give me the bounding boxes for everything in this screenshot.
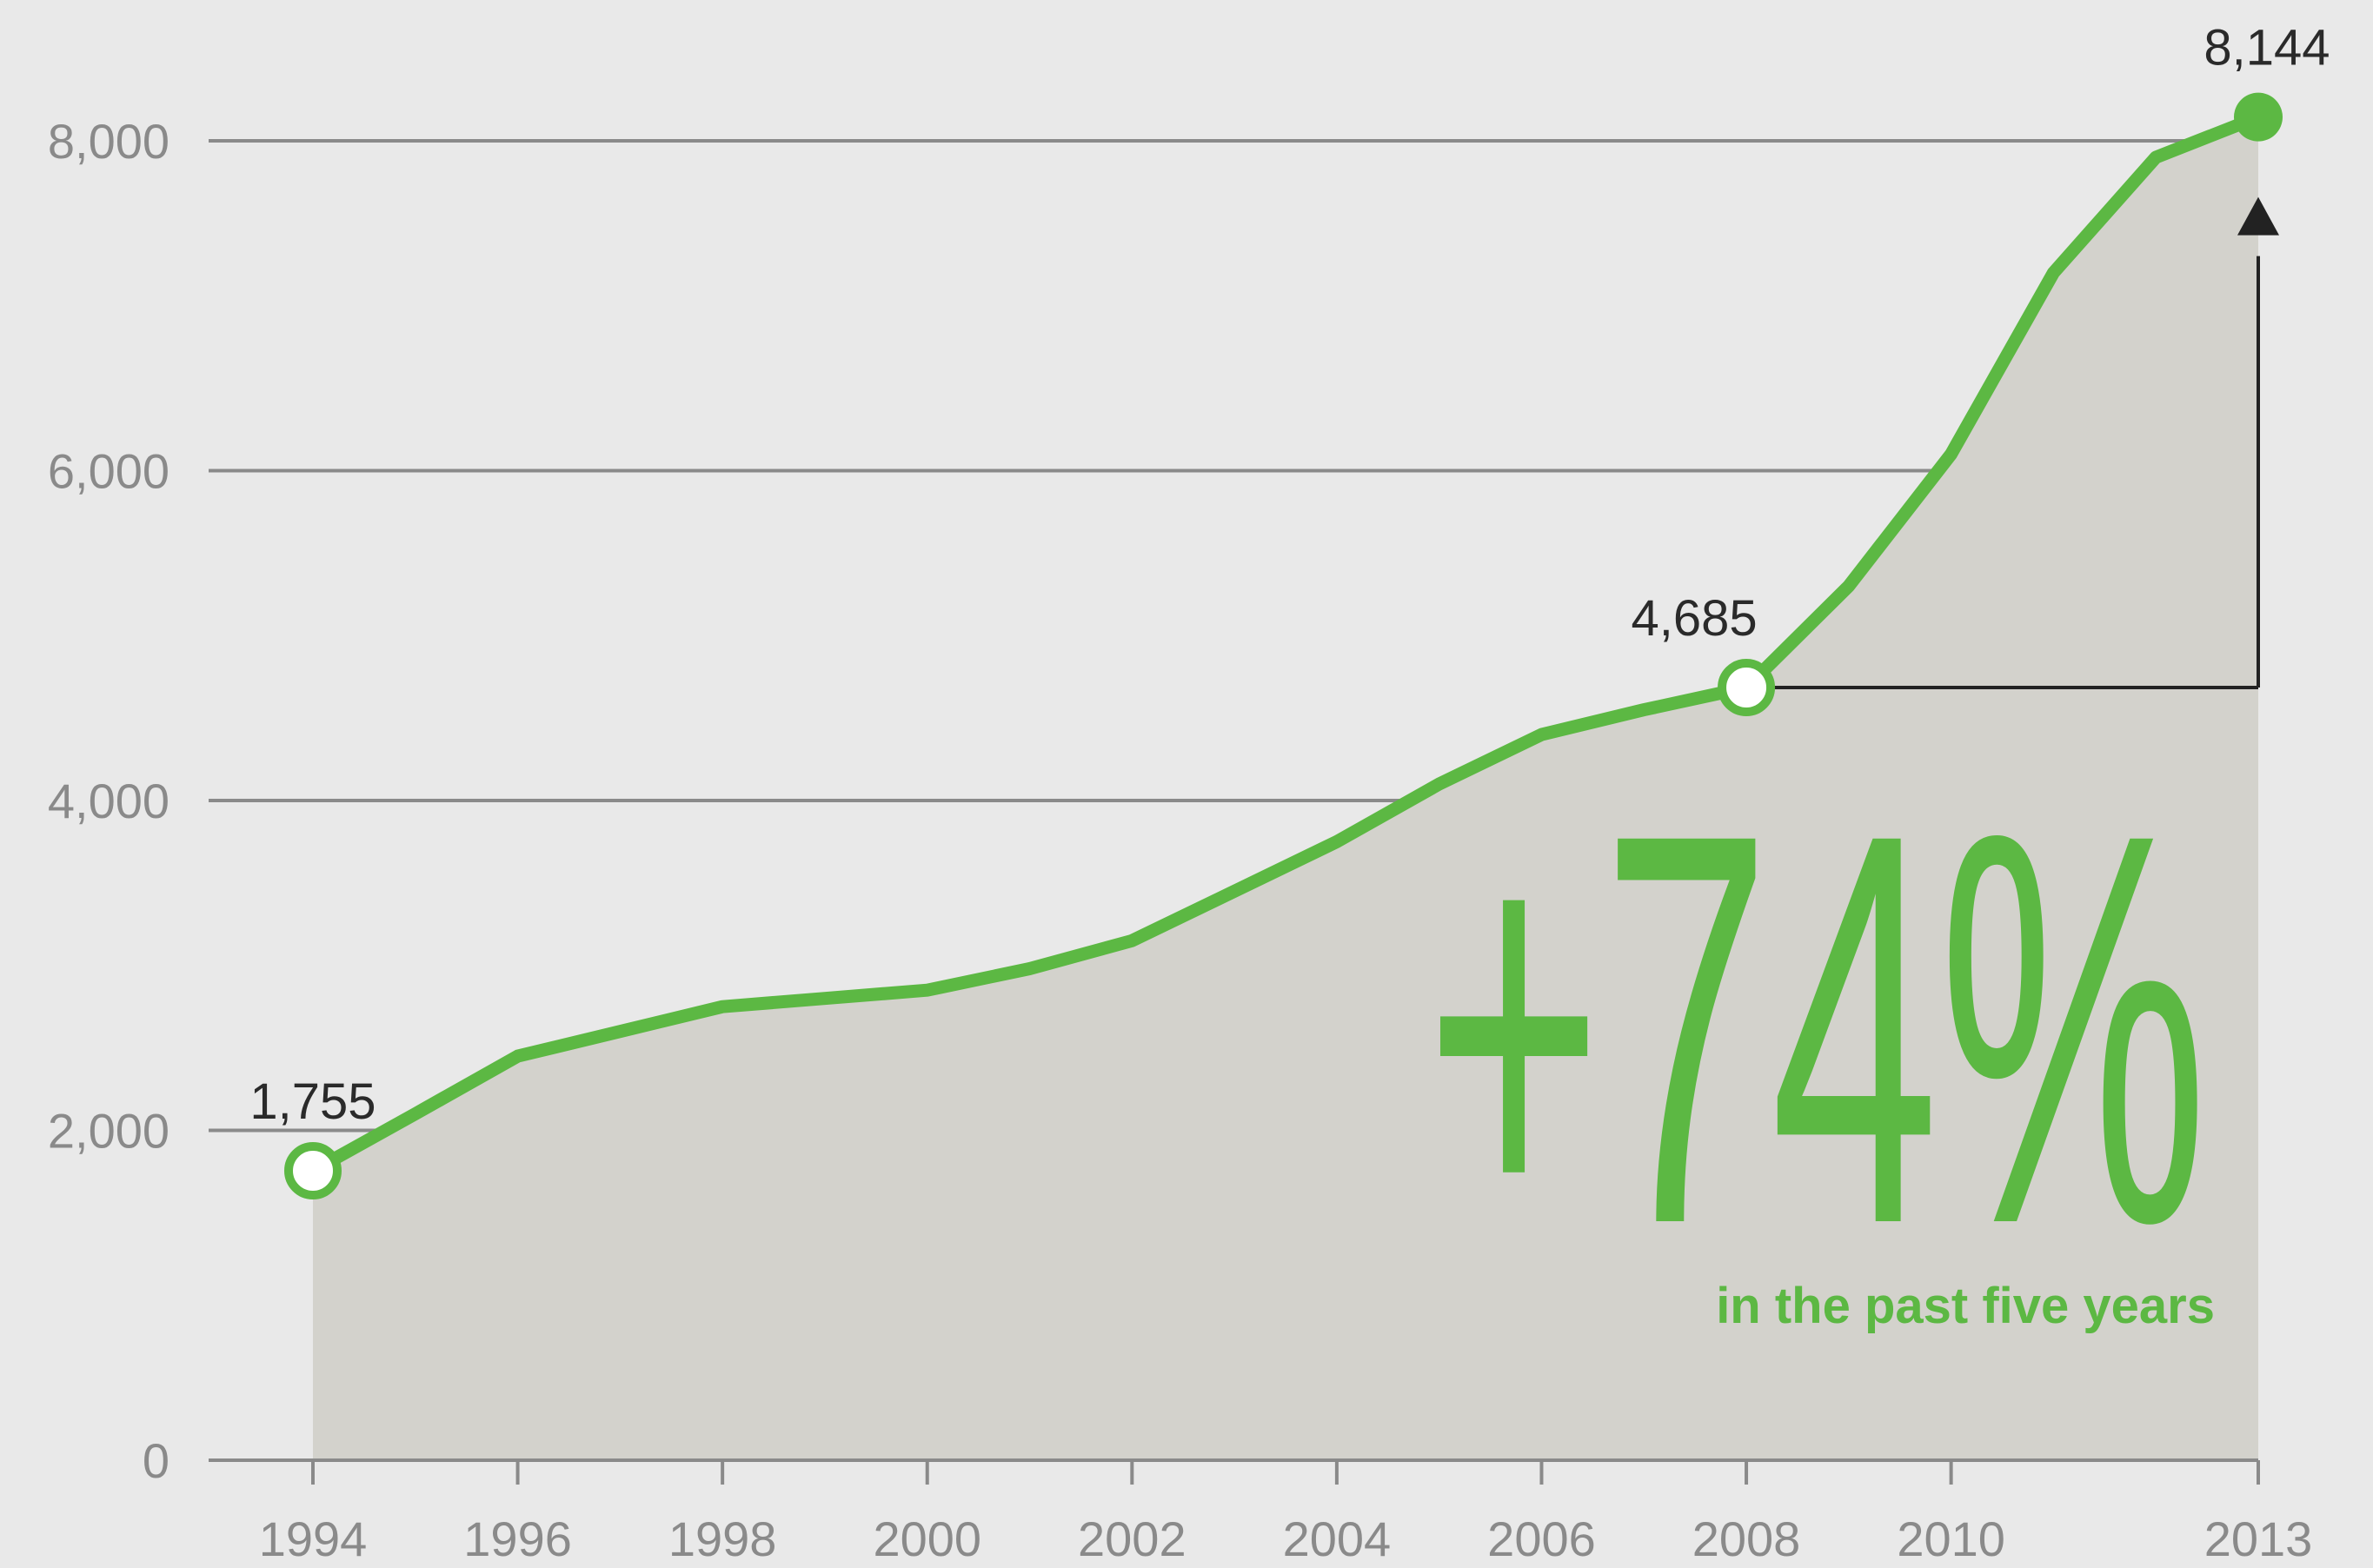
x-tick-label: 1994 [259,1512,368,1566]
x-axis-tick-labels: 1994 1996 1998 2000 2002 2004 2006 2008 2010 2013 [259,1512,2313,1566]
x-tick-label: 2002 [1078,1512,1186,1566]
data-labels: 1,755 4,685 8,144 [249,20,2330,1130]
data-label: 4,685 [1631,590,1757,647]
y-tick-label: 4,000 [48,774,170,828]
y-tick-label: 2,000 [48,1104,170,1159]
x-tick-label: 2010 [1897,1512,2005,1566]
marker-open-circle [1718,659,1776,717]
data-label: 1,755 [249,1073,376,1130]
x-tick-label: 2004 [1283,1512,1392,1566]
x-tick-label: 2006 [1487,1512,1596,1566]
x-axis [209,1458,2260,1485]
x-tick-label: 2000 [873,1512,981,1566]
data-markers [284,92,2283,1199]
callout-caption: in the past five years [1716,1278,2215,1334]
y-tick-label: 0 [143,1433,170,1488]
callout-percentage: +74% [1426,718,2208,1339]
y-axis-tick-labels: 0 2,000 4,000 6,000 8,000 [48,114,170,1488]
data-label: 8,144 [2204,20,2330,76]
x-tick-label: 2013 [2204,1512,2313,1566]
marker-filled-circle [2234,92,2283,142]
arrow-head [2237,196,2279,236]
growth-arrow [1746,196,2279,690]
series-line [306,110,2265,1178]
x-tick-label: 1996 [463,1512,572,1566]
x-tick-label: 2008 [1692,1512,1801,1566]
x-tick-label: 1998 [668,1512,777,1566]
y-tick-label: 8,000 [48,114,170,169]
area-fill [313,116,2258,1461]
y-tick-label: 6,000 [48,444,170,499]
marker-open-circle [284,1141,342,1199]
